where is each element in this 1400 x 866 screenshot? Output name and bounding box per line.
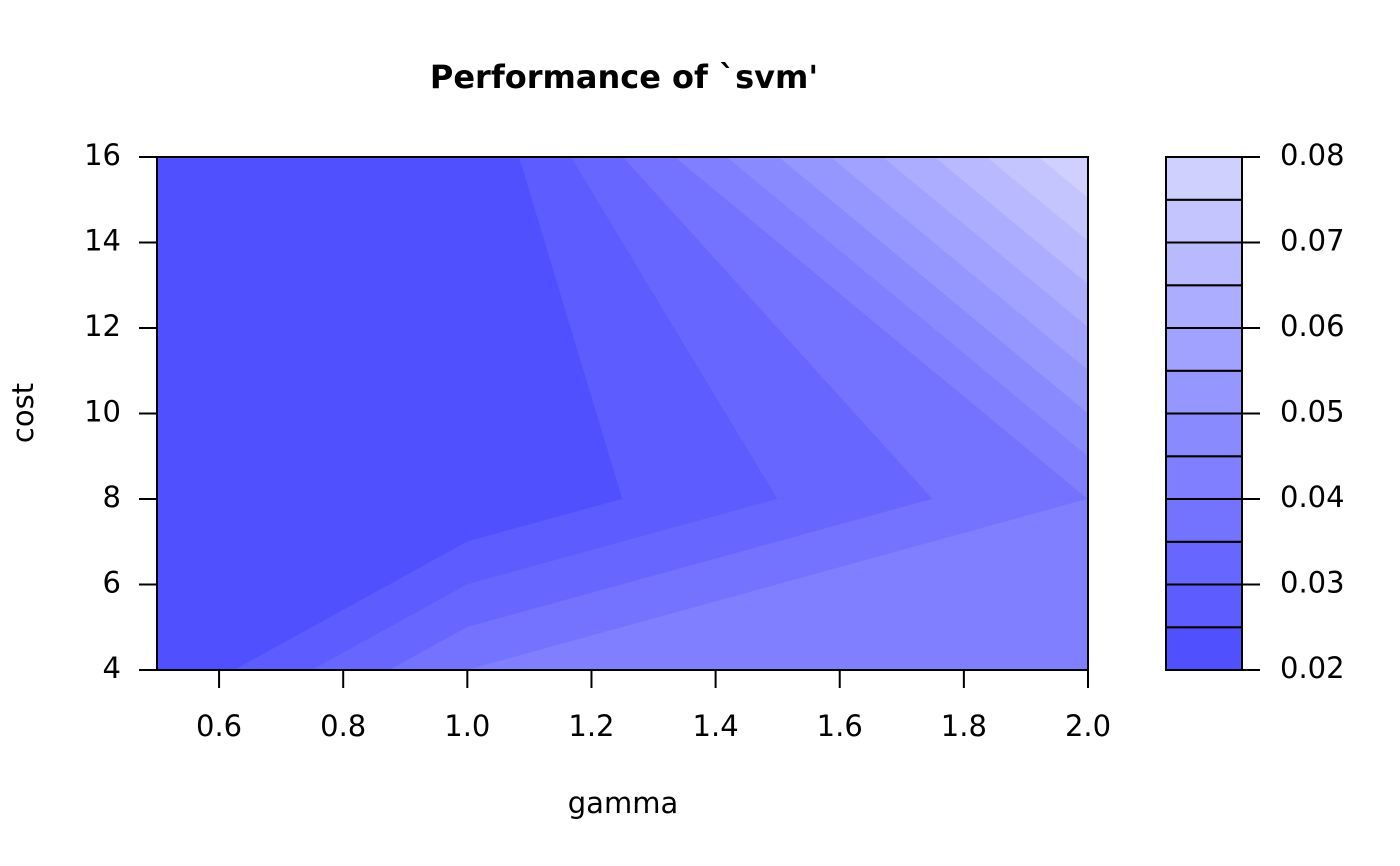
legend-tick-label: 0.05 (1280, 395, 1345, 429)
y-tick-label: 6 (103, 566, 121, 600)
legend-band (1165, 540, 1243, 586)
legend-band (1165, 626, 1243, 671)
x-tick-label: 0.6 (196, 709, 242, 743)
y-tick-label: 14 (84, 224, 121, 258)
legend-band (1165, 327, 1243, 372)
legend-band (1165, 284, 1243, 329)
legend-tick-label: 0.03 (1280, 566, 1345, 600)
x-tick-label: 2.0 (1065, 709, 1111, 743)
y-tick-label: 16 (84, 138, 121, 172)
y-tick-label: 4 (103, 651, 121, 685)
legend-band (1165, 412, 1243, 458)
legend-tick-label: 0.07 (1280, 224, 1345, 258)
y-axis-label: cost (6, 383, 40, 443)
legend-tick-label: 0.02 (1280, 651, 1345, 685)
legend-band (1165, 455, 1243, 500)
y-tick-label: 12 (84, 309, 121, 343)
x-tick-label: 1.6 (817, 709, 863, 743)
contour-band (156, 156, 468, 500)
x-tick-label: 1.4 (693, 709, 739, 743)
chart-title: Performance of `svm' (430, 58, 818, 96)
x-tick-label: 1.2 (568, 709, 614, 743)
legend-tick-label: 0.04 (1280, 480, 1345, 514)
legend-band (1165, 198, 1243, 244)
legend-band (1165, 156, 1243, 201)
y-tick-label: 10 (84, 395, 121, 429)
legend-band (1165, 369, 1243, 415)
legend-tick-label: 0.06 (1280, 309, 1345, 343)
legend-band (1165, 241, 1243, 287)
x-tick-label: 0.8 (320, 709, 366, 743)
x-tick-label: 1.8 (941, 709, 987, 743)
legend-band (1165, 583, 1243, 629)
x-tick-label: 1.0 (444, 709, 490, 743)
legend-tick-label: 0.08 (1280, 138, 1345, 172)
y-tick-label: 8 (103, 480, 121, 514)
x-axis-label: gamma (568, 786, 678, 820)
legend-band (1165, 498, 1243, 543)
